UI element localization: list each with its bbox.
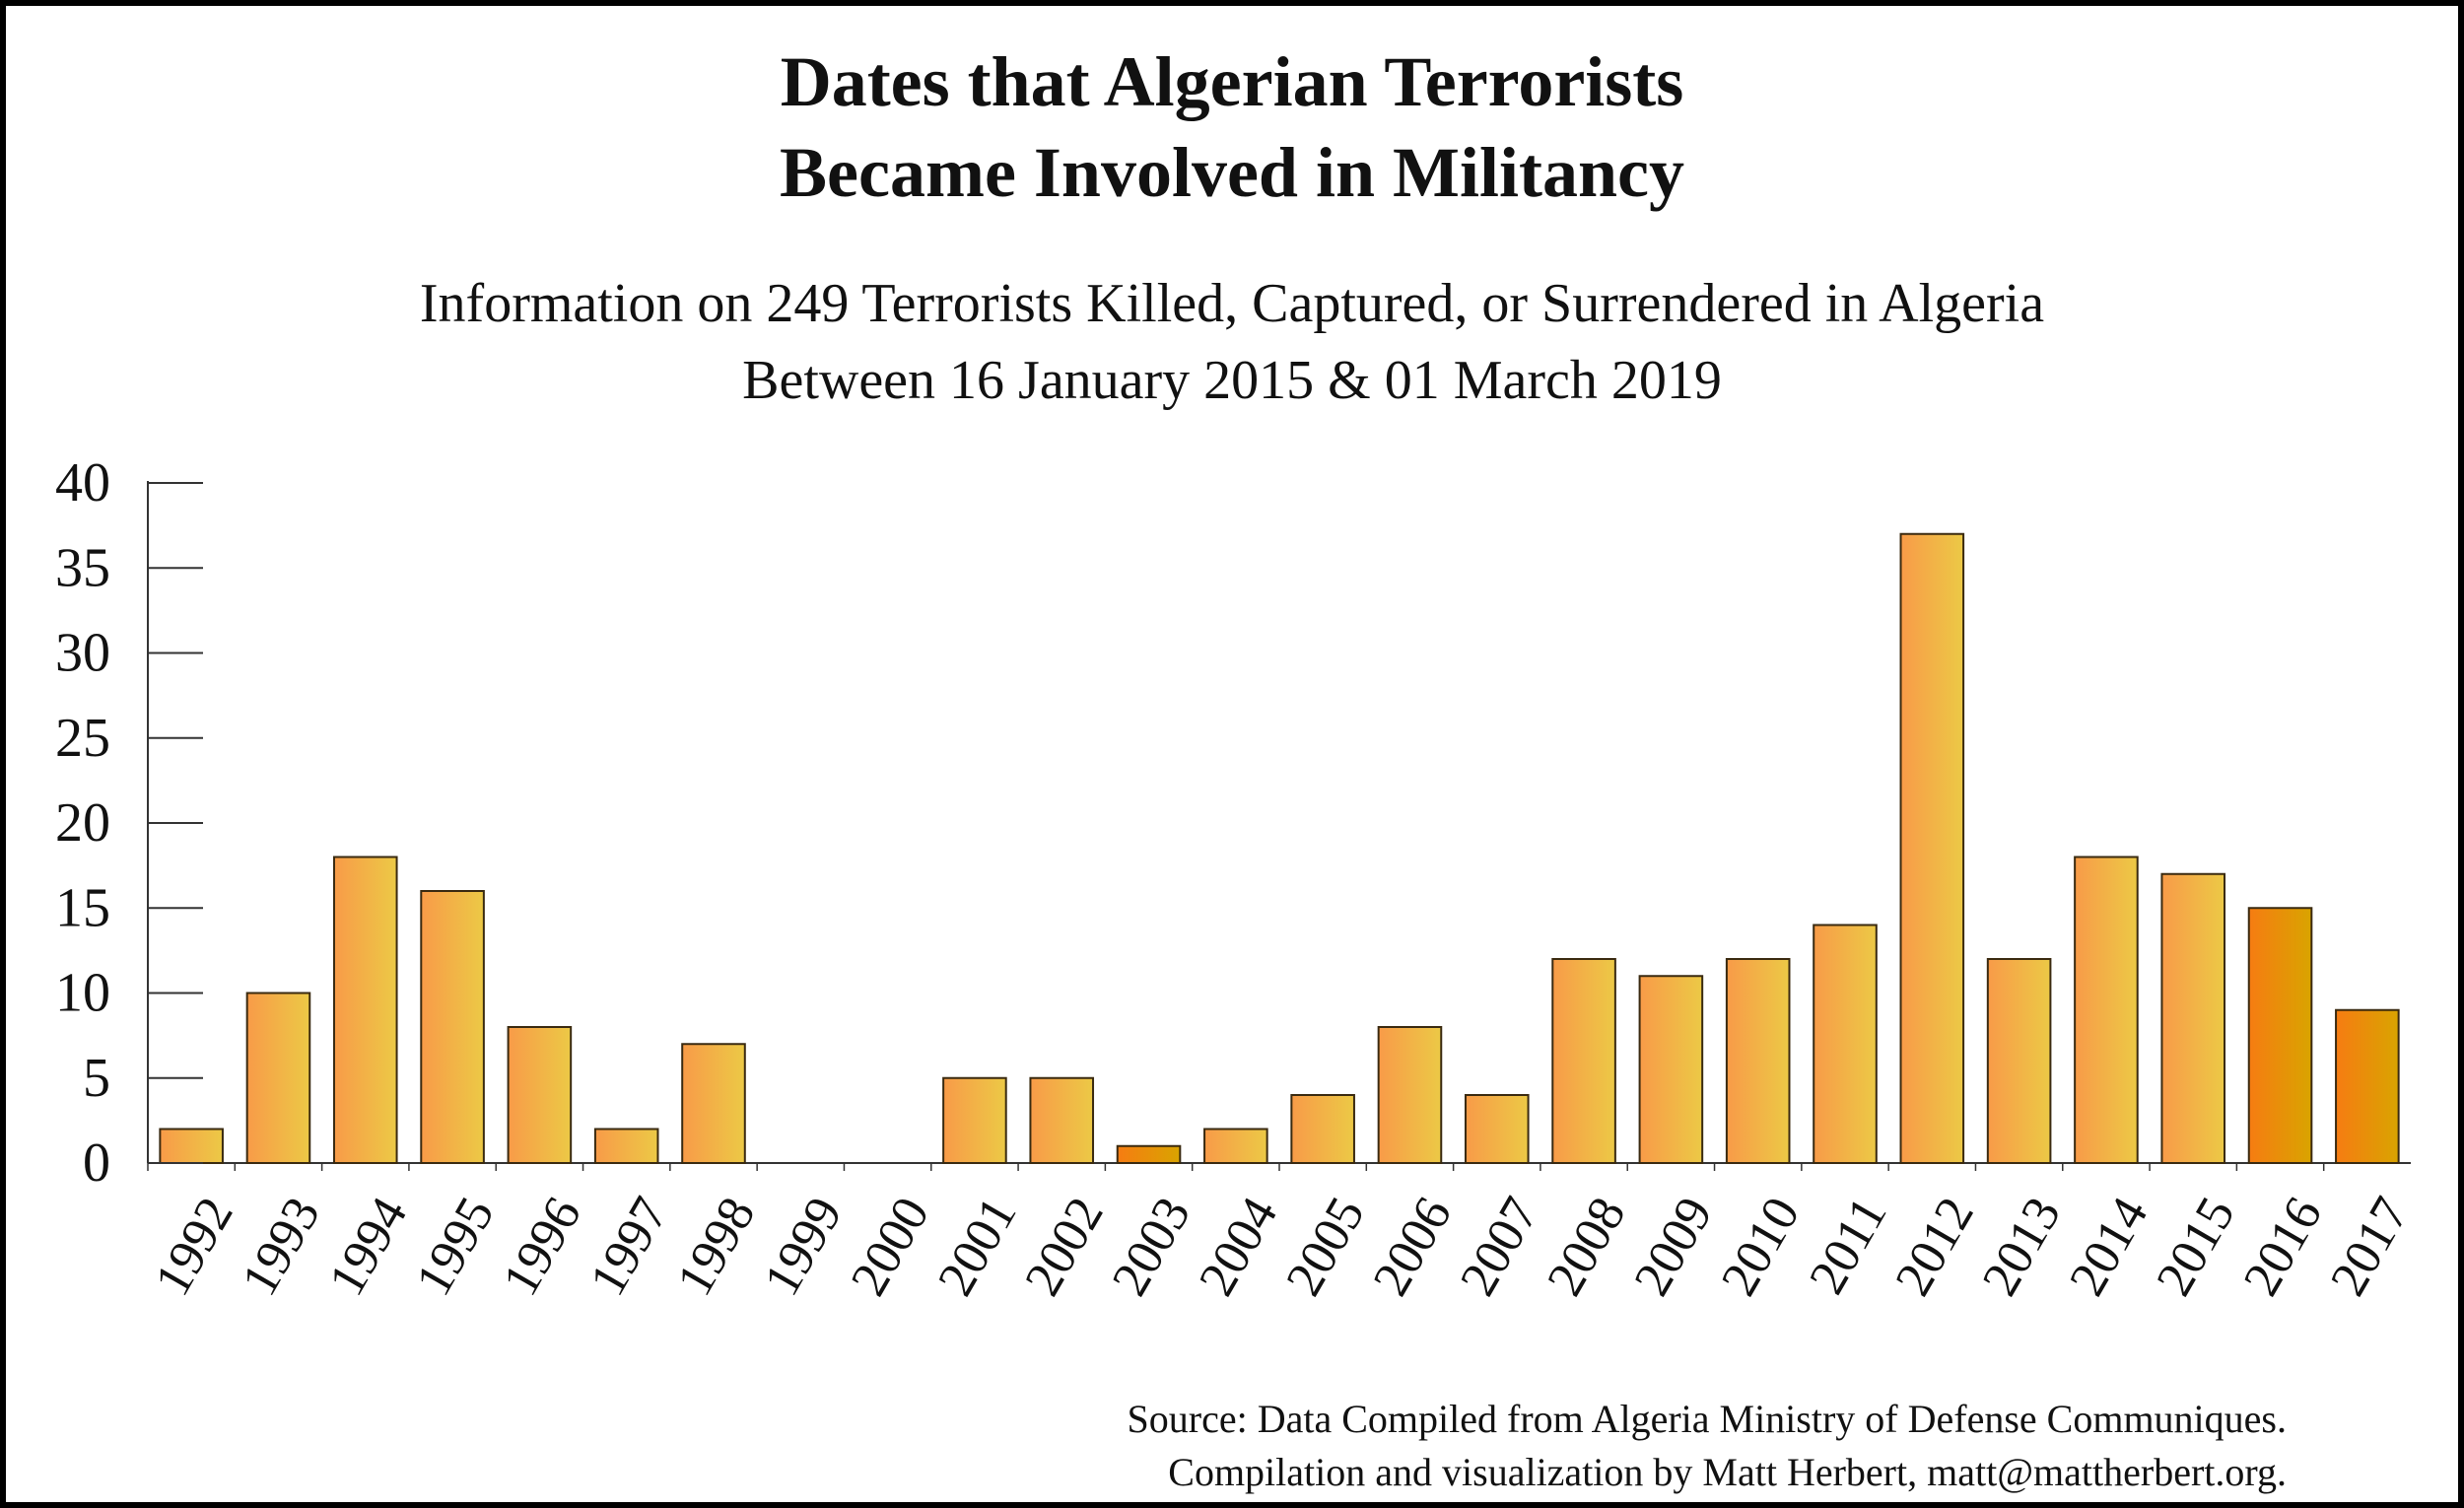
x-tick-label-2013: 2013	[1972, 1189, 2072, 1306]
bar-2007	[1464, 1094, 1530, 1164]
bar-2013	[1986, 958, 2052, 1164]
x-tick-label-2005: 2005	[1275, 1189, 1375, 1306]
y-axis-ticks: 0 5 10 15 20 25 30 35 40	[55, 452, 203, 1194]
bar-2017	[2335, 1008, 2400, 1164]
x-tick-label-2011: 2011	[1799, 1189, 1897, 1304]
y-tick-label: 10	[55, 963, 110, 1024]
x-axis-ticks: 1992199319941995199619971998199920002001…	[144, 1163, 2420, 1305]
y-tick-label: 5	[83, 1048, 110, 1109]
bar-2015	[2160, 872, 2226, 1164]
bar-2014	[2074, 856, 2139, 1164]
bar-2006	[1377, 1026, 1443, 1164]
y-tick-label: 0	[83, 1132, 110, 1194]
x-tick-label-2006: 2006	[1363, 1189, 1463, 1306]
bar-2005	[1290, 1094, 1355, 1164]
bar-2010	[1725, 958, 1791, 1164]
bar-2016	[2247, 907, 2313, 1164]
bar-2003	[1116, 1144, 1182, 1164]
chart-subtitle-line-1: Information on 249 Terrorists Killed, Ca…	[419, 273, 2045, 334]
source-note-line-2: Compilation and visualization by Matt He…	[1168, 1450, 2287, 1494]
axes	[147, 481, 2411, 1164]
x-tick-label-2012: 2012	[1885, 1188, 1985, 1305]
bar-2004	[1203, 1128, 1268, 1164]
source-note-line-1: Source: Data Compiled from Algeria Minis…	[1127, 1397, 2287, 1441]
x-tick-label-2002: 2002	[1014, 1189, 1114, 1306]
x-tick-label-2003: 2003	[1102, 1189, 1201, 1306]
chart-title-line-2: Became Involved in Militancy	[780, 133, 1684, 212]
x-tick-label-1996: 1996	[493, 1189, 592, 1306]
bar-1996	[507, 1026, 573, 1164]
y-tick-label: 40	[55, 452, 110, 514]
bar-2008	[1551, 958, 1616, 1164]
x-tick-label-2010: 2010	[1711, 1189, 1811, 1306]
chart-title-line-1: Dates that Algerian Terrorists	[780, 42, 1684, 121]
bar-2011	[1813, 924, 1878, 1164]
y-tick-label: 15	[55, 877, 110, 938]
bar-1992	[159, 1128, 224, 1164]
x-tick-label-1992: 1992	[144, 1189, 243, 1306]
x-tick-label-1998: 1998	[666, 1189, 766, 1306]
x-tick-label-2014: 2014	[2059, 1189, 2158, 1306]
bar-1997	[593, 1128, 659, 1164]
x-tick-label-2017: 2017	[2320, 1189, 2420, 1306]
x-tick-label-1997: 1997	[580, 1189, 679, 1306]
x-tick-label-1994: 1994	[318, 1189, 418, 1306]
bar-2001	[942, 1076, 1007, 1164]
y-tick-label: 35	[55, 537, 110, 598]
x-tick-label-1995: 1995	[405, 1189, 505, 1306]
y-tick-label: 20	[55, 792, 110, 854]
x-tick-label-2009: 2009	[1624, 1189, 1724, 1306]
y-tick-label: 30	[55, 623, 110, 684]
bar-1994	[332, 856, 398, 1164]
bar-2009	[1638, 975, 1704, 1164]
bar-1998	[681, 1043, 746, 1164]
bar-2012	[1899, 532, 1965, 1164]
x-tick-label-2008: 2008	[1537, 1189, 1636, 1306]
bar-1995	[420, 890, 485, 1164]
chart-subtitle-line-2: Between 16 January 2015 & 01 March 2019	[742, 350, 1722, 411]
bar-2002	[1029, 1076, 1095, 1164]
x-tick-label-2016: 2016	[2233, 1189, 2333, 1306]
x-tick-label-2007: 2007	[1450, 1189, 1549, 1306]
x-tick-label-2015: 2015	[2146, 1189, 2245, 1306]
x-tick-label-2001: 2001	[927, 1189, 1027, 1306]
x-tick-label-2000: 2000	[841, 1189, 940, 1306]
x-tick-label-1993: 1993	[232, 1189, 331, 1306]
x-tick-label-1999: 1999	[754, 1189, 854, 1306]
bar-1993	[245, 992, 311, 1164]
y-tick-label: 25	[55, 708, 110, 769]
bars	[159, 532, 2400, 1164]
x-tick-label-2004: 2004	[1189, 1189, 1288, 1306]
